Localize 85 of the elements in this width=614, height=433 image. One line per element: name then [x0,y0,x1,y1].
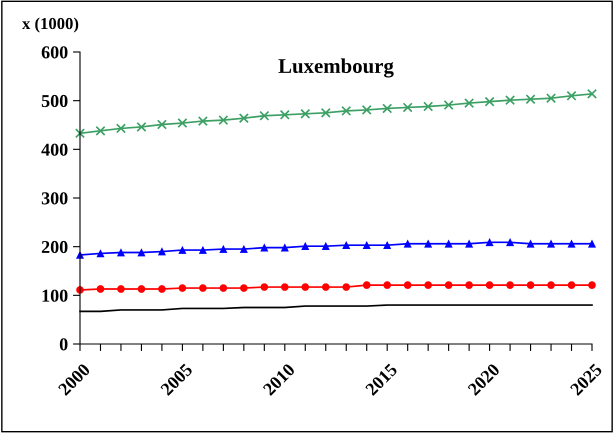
point [95,126,106,136]
point [280,283,289,291]
point [138,285,146,293]
point [526,240,534,248]
point [404,240,412,248]
point [506,238,514,246]
y-tick-label: 600 [42,46,68,58]
point [383,241,392,250]
point [383,281,392,289]
point [444,240,452,248]
point [260,283,268,291]
point [138,248,146,256]
y-tick-label: 400 [41,144,68,156]
point [382,103,392,114]
point [444,281,452,289]
point [198,116,208,126]
point [240,284,248,292]
point [568,240,576,248]
point [322,283,330,291]
point [117,285,125,293]
point [259,110,270,121]
point [362,241,371,250]
point [320,108,331,118]
point [199,246,207,254]
point [568,281,576,289]
point [547,281,555,289]
point [218,115,228,126]
point [424,240,432,248]
point [280,110,290,120]
point [342,283,350,291]
point [362,104,372,115]
y-tick-label: 500 [42,94,68,108]
point [301,283,310,291]
point [260,244,268,252]
point [158,285,166,293]
point [484,96,495,107]
point [465,240,473,248]
point [156,120,167,130]
y-tick-label: 200 [42,240,68,254]
point [117,248,125,256]
point [444,100,454,110]
point [301,242,310,250]
point [587,88,597,99]
point [220,245,228,253]
point [423,102,434,112]
point [546,93,556,104]
y-tick-label: 100 [42,290,68,302]
point [199,284,207,292]
point [588,281,596,289]
point [588,240,596,248]
point [402,102,413,112]
point [505,95,516,106]
y-tick-label: 300 [42,192,68,204]
point [547,240,555,248]
point [96,250,104,258]
point [177,118,188,128]
point [116,123,126,134]
point [280,244,289,252]
point [486,238,494,246]
point [240,245,248,253]
point [526,94,536,104]
point [178,284,186,292]
point [464,98,474,108]
point [566,90,577,101]
point [300,108,310,119]
point [238,113,249,124]
y-axis-title: x (1000) [22,17,78,33]
point [96,285,104,293]
point [136,122,146,132]
point [322,242,330,250]
point [404,281,412,289]
point [158,248,166,256]
point [526,281,534,289]
point [362,281,371,289]
point [486,281,494,289]
point [220,284,228,292]
point [341,106,352,116]
point [424,281,432,289]
point [506,281,514,289]
point [465,281,473,289]
point [342,241,350,250]
point [75,128,85,138]
chart-title: Luxembourg [278,58,394,78]
point [178,246,186,254]
y-tick-label: 0 [60,338,68,350]
